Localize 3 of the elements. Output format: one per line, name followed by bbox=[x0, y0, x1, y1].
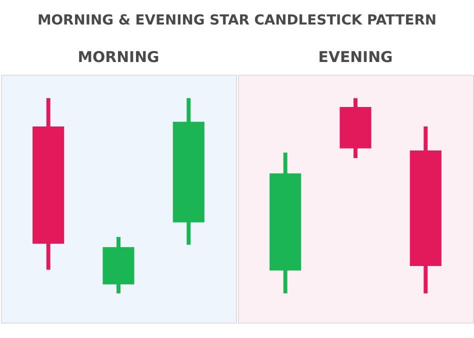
chart-subtitle: MORNING bbox=[78, 48, 160, 66]
chart-title: MORNING & EVENING STAR CANDLESTICK PATTERN bbox=[37, 12, 437, 29]
chart-title: EVENING bbox=[318, 48, 393, 66]
